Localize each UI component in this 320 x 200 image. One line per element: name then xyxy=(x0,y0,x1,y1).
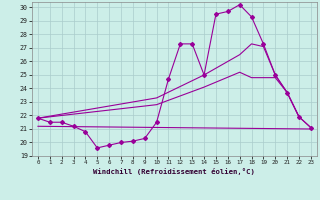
X-axis label: Windchill (Refroidissement éolien,°C): Windchill (Refroidissement éolien,°C) xyxy=(93,168,255,175)
